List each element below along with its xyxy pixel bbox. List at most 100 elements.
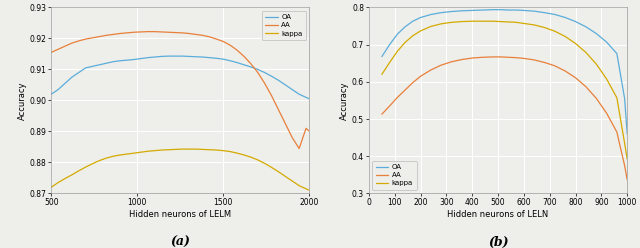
AA [409, 81, 417, 84]
Text: (b): (b) [488, 236, 508, 248]
OA [621, 97, 628, 100]
kappa [164, 148, 172, 151]
AA [234, 49, 241, 52]
kappa [199, 148, 207, 151]
kappa [531, 24, 538, 27]
OA [520, 9, 528, 12]
kappa [468, 20, 476, 23]
OA [212, 57, 220, 60]
AA [561, 69, 569, 72]
Line: kappa: kappa [382, 21, 627, 159]
AA [47, 51, 55, 54]
OA [178, 55, 186, 58]
AA [164, 31, 172, 34]
AA [417, 75, 424, 78]
OA [275, 79, 282, 82]
AA [289, 136, 296, 139]
OA [593, 32, 600, 35]
AA [261, 82, 269, 85]
OA [199, 56, 207, 59]
OA [75, 71, 83, 74]
OA [613, 52, 621, 55]
OA [504, 8, 512, 11]
AA [268, 94, 275, 97]
AA [172, 31, 179, 34]
kappa [178, 148, 186, 151]
AA [541, 61, 548, 64]
OA [541, 11, 548, 14]
kappa [61, 177, 69, 180]
OA [247, 65, 255, 68]
AA [401, 89, 409, 92]
kappa [541, 26, 548, 29]
AA [212, 38, 220, 41]
AA [378, 113, 386, 116]
AA [137, 31, 145, 33]
AA [185, 32, 193, 35]
AA [247, 62, 255, 65]
AA [75, 39, 83, 42]
AA [613, 130, 621, 133]
kappa [497, 20, 504, 23]
kappa [47, 186, 55, 189]
Y-axis label: Accuracy: Accuracy [340, 81, 349, 120]
OA [172, 55, 179, 58]
OA [150, 56, 158, 59]
AA [199, 34, 207, 37]
OA [268, 75, 275, 78]
OA [282, 84, 289, 87]
Line: AA: AA [382, 57, 627, 180]
OA [378, 55, 386, 58]
OA [144, 56, 152, 59]
kappa [458, 20, 466, 23]
OA [409, 20, 417, 23]
OA [227, 59, 234, 62]
AA [623, 178, 631, 181]
X-axis label: Hidden neurons of LELM: Hidden neurons of LELM [129, 210, 232, 219]
kappa [247, 156, 255, 159]
AA [572, 76, 579, 79]
OA [61, 82, 69, 85]
AA [254, 71, 262, 74]
AA [437, 63, 445, 66]
AA [130, 31, 138, 34]
AA [220, 40, 227, 43]
AA [192, 33, 200, 36]
X-axis label: Hidden neurons of LELN: Hidden neurons of LELN [447, 210, 548, 219]
kappa [386, 61, 394, 64]
AA [295, 147, 303, 150]
OA [240, 63, 248, 66]
OA [551, 13, 559, 16]
AA [582, 85, 589, 88]
AA [386, 105, 394, 108]
AA [427, 68, 435, 71]
kappa [520, 22, 528, 25]
AA [497, 55, 504, 58]
OA [254, 68, 262, 71]
kappa [621, 142, 628, 145]
kappa [275, 170, 282, 173]
Y-axis label: Accuracy: Accuracy [17, 81, 27, 120]
kappa [551, 30, 559, 33]
kappa [417, 30, 424, 32]
Line: OA: OA [382, 10, 627, 134]
kappa [561, 35, 569, 38]
OA [206, 56, 214, 59]
kappa [295, 184, 303, 187]
AA [468, 57, 476, 60]
AA [394, 96, 401, 99]
AA [448, 60, 456, 63]
kappa [185, 148, 193, 151]
OA [164, 55, 172, 58]
AA [479, 56, 486, 59]
kappa [613, 96, 621, 99]
OA [295, 93, 303, 96]
OA [417, 16, 424, 19]
OA [623, 132, 631, 135]
kappa [289, 180, 296, 183]
kappa [212, 149, 220, 152]
AA [621, 164, 628, 167]
AA [144, 30, 152, 33]
AA [116, 32, 124, 35]
kappa [593, 62, 600, 65]
